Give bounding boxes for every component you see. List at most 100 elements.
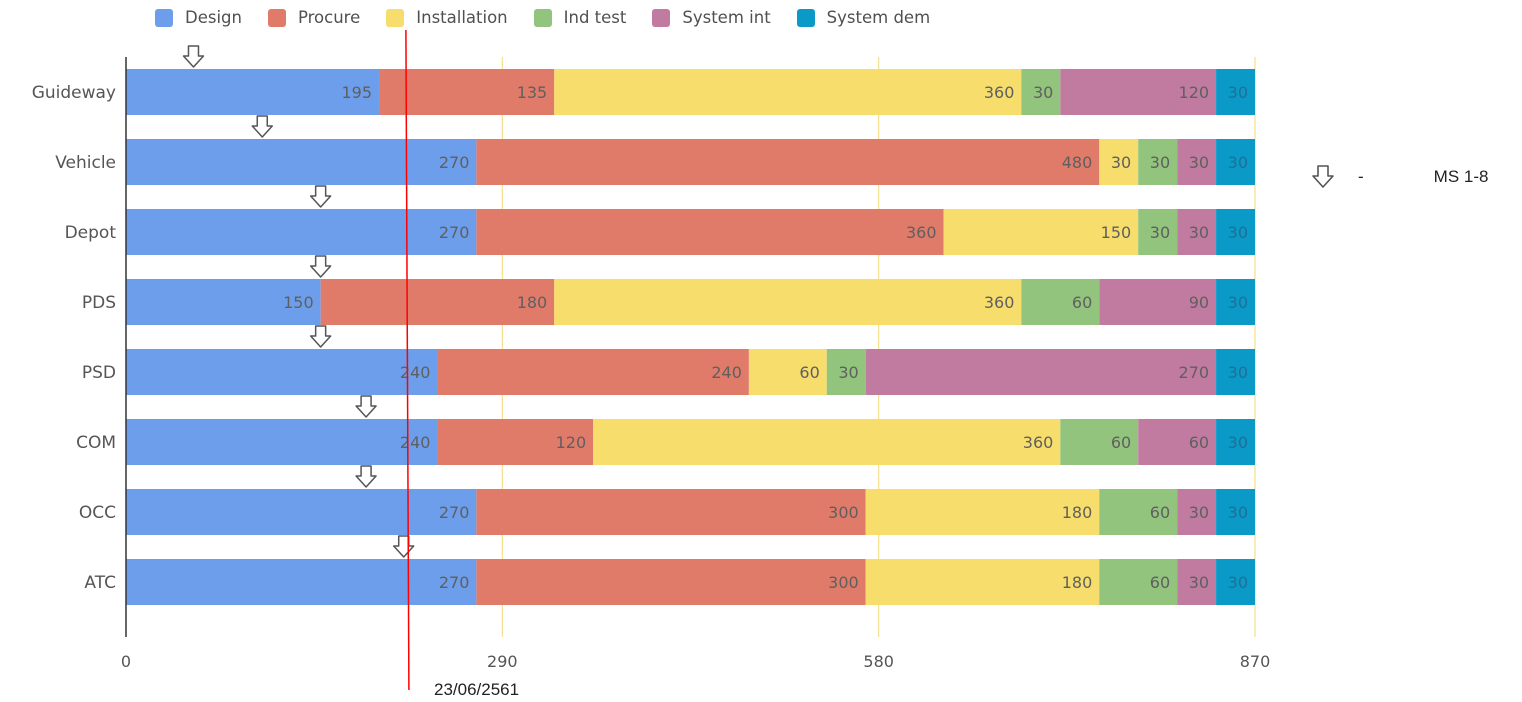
bar-segment	[748, 349, 827, 395]
data-label: 30	[1228, 363, 1248, 382]
data-label: 120	[1179, 83, 1210, 102]
data-label: 150	[1101, 223, 1132, 242]
milestone-legend-dash: -	[1358, 167, 1364, 186]
data-label: 180	[517, 293, 548, 312]
bar-segment	[865, 559, 1100, 605]
bar-segment	[1099, 279, 1217, 325]
bar-segment	[437, 419, 594, 465]
x-tick-label: 290	[487, 652, 518, 671]
bar-segment	[1138, 419, 1217, 465]
milestone-arrow-icon	[355, 465, 377, 488]
data-label: 60	[1150, 573, 1170, 592]
data-label: 30	[1228, 433, 1248, 452]
legend-swatch	[386, 8, 405, 27]
bar-segment	[1216, 489, 1255, 535]
legend-item: Ind test	[533, 8, 627, 27]
data-label: 30	[1228, 223, 1248, 242]
legend-label: System dem	[826, 8, 931, 27]
category-label: COM	[76, 433, 116, 453]
data-label: 30	[1228, 83, 1248, 102]
data-label: 30	[1111, 153, 1131, 172]
bar-segment	[1021, 69, 1061, 115]
bar-segment	[865, 349, 1217, 395]
bar-segment	[1216, 69, 1255, 115]
bar-segment	[1216, 559, 1255, 605]
legend-swatch	[796, 8, 815, 27]
milestone-arrow-icon	[392, 535, 415, 558]
data-label: 360	[1023, 433, 1054, 452]
bar-segment	[1216, 279, 1255, 325]
data-label: 60	[1111, 433, 1131, 452]
bar-segment	[126, 69, 380, 115]
legend-item: System dem	[796, 8, 931, 27]
bar-segment	[1021, 279, 1100, 325]
legend-label: Ind test	[563, 8, 627, 27]
category-label: PSD	[82, 363, 116, 383]
data-label: 360	[906, 223, 937, 242]
legend-label: Installation	[416, 8, 508, 27]
bar-segment	[593, 419, 1061, 465]
data-label: 135	[517, 83, 548, 102]
data-label: 30	[1228, 153, 1248, 172]
data-label: 30	[1150, 153, 1170, 172]
data-label: 120	[556, 433, 587, 452]
bar-segment	[1060, 69, 1217, 115]
bar-segment	[437, 349, 749, 395]
bar-segment	[476, 139, 1100, 185]
category-label: Vehicle	[55, 153, 116, 173]
data-label: 180	[1062, 503, 1093, 522]
bar-segment	[1177, 559, 1217, 605]
bar-segment	[1099, 139, 1139, 185]
data-label: 240	[711, 363, 742, 382]
category-label: Depot	[65, 223, 117, 243]
bar-segment	[1099, 489, 1178, 535]
bar-segment	[126, 139, 477, 185]
legend-item: System int	[652, 8, 771, 27]
milestone-arrow-icon	[182, 45, 205, 68]
milestone-legend: - MS 1-8	[1310, 164, 1488, 190]
category-label: PDS	[82, 293, 116, 313]
legend-swatch	[652, 8, 671, 27]
data-label: 480	[1062, 153, 1093, 172]
category-label: ATC	[84, 573, 116, 593]
data-label: 30	[1033, 83, 1053, 102]
data-label: 180	[1062, 573, 1093, 592]
data-label: 30	[1189, 503, 1209, 522]
bar-segment	[865, 489, 1100, 535]
legend-label: Procure	[297, 8, 361, 27]
bar-segment	[1177, 139, 1217, 185]
bar-segment	[1216, 209, 1255, 255]
x-tick-label: 0	[121, 652, 131, 671]
data-label: 30	[1228, 503, 1248, 522]
data-label: 30	[1150, 223, 1170, 242]
milestone-arrow-icon	[251, 115, 274, 138]
bar-segment	[126, 559, 477, 605]
data-label: 270	[439, 153, 470, 172]
legend-swatch	[155, 8, 173, 27]
bar-segment	[126, 419, 438, 465]
data-label: 60	[1150, 503, 1170, 522]
milestone-arrow-icon	[1312, 165, 1334, 188]
data-label: 90	[1189, 293, 1209, 312]
bar-segment	[1216, 349, 1255, 395]
date-marker-line	[405, 29, 410, 691]
bar-segment	[1099, 559, 1178, 605]
bar-segment	[1138, 209, 1178, 255]
legend-swatch	[267, 8, 286, 27]
data-label: 270	[439, 223, 470, 242]
legend-label: System int	[682, 8, 771, 27]
bar-segment	[476, 209, 944, 255]
data-label: 30	[1189, 153, 1209, 172]
bar-segment	[943, 209, 1139, 255]
legend: Design Procure Installation Ind test System …	[155, 8, 956, 27]
data-label: 30	[838, 363, 858, 382]
bar-segment	[1060, 419, 1139, 465]
bar-segment	[826, 349, 866, 395]
milestone-arrow-icon	[309, 325, 332, 348]
bar-segment	[1177, 489, 1217, 535]
legend-label: Design	[185, 8, 242, 27]
data-label: 240	[400, 363, 431, 382]
milestone-arrow-icon	[355, 395, 377, 418]
data-label: 300	[828, 503, 859, 522]
